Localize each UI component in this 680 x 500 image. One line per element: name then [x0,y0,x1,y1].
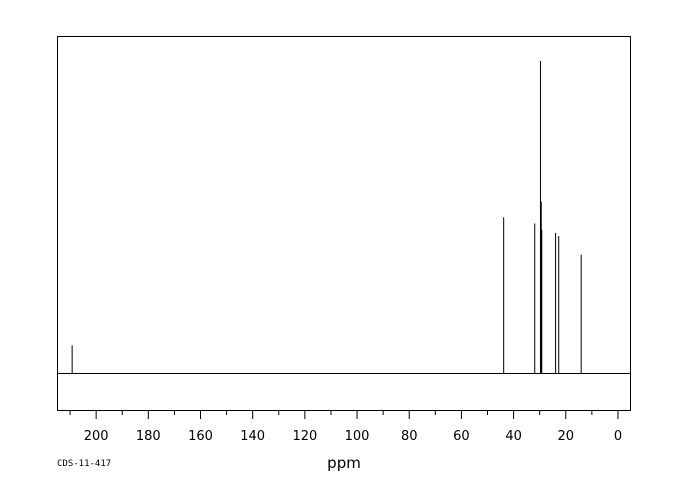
tick-label-80: 80 [401,429,418,444]
tick-label-200: 200 [84,429,109,444]
tick-label-160: 160 [188,429,213,444]
tick-label-140: 140 [240,429,265,444]
peak-group [71,61,582,374]
x-axis-title: ppm [327,454,361,472]
x-axis-tick-labels: 200 180 160 140 120 100 80 60 40 20 0 [84,429,622,444]
plot-frame [57,36,631,411]
tick-label-60: 60 [453,429,470,444]
tick-label-120: 120 [292,429,317,444]
tick-label-100: 100 [345,429,370,444]
x-axis-ticks [69,411,619,419]
tick-label-40: 40 [505,429,522,444]
tick-label-0: 0 [614,429,622,444]
tick-label-180: 180 [136,429,161,444]
spectrum-id-label: CDS-11-417 [57,459,111,469]
tick-label-20: 20 [557,429,574,444]
